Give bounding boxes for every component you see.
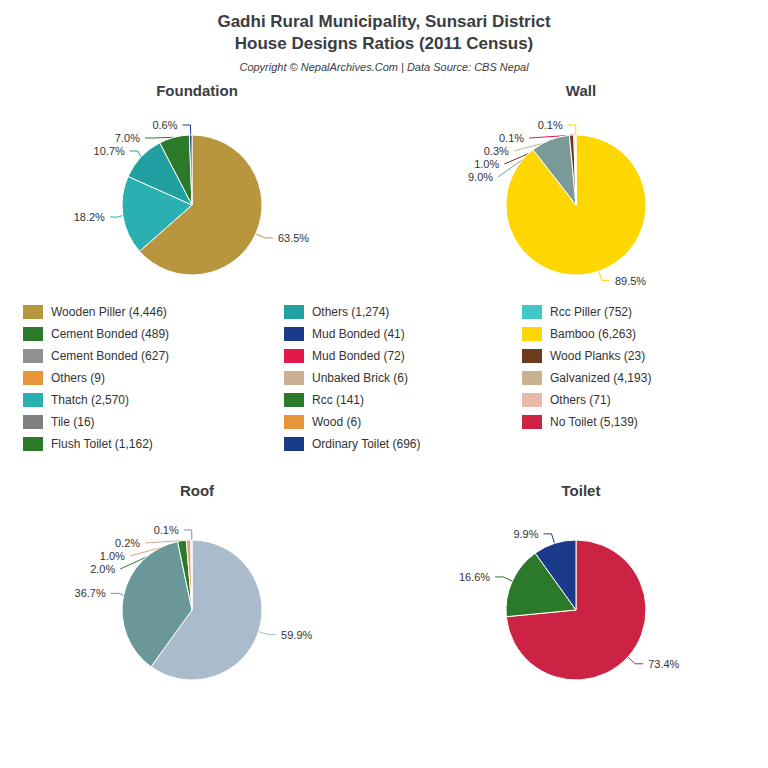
svg-text:Mud Bonded (72): Mud Bonded (72): [312, 349, 405, 363]
svg-text:1.0%: 1.0%: [100, 550, 125, 562]
svg-text:0.1%: 0.1%: [499, 132, 524, 144]
svg-text:Others (1,274): Others (1,274): [312, 305, 389, 319]
svg-text:1.0%: 1.0%: [474, 158, 499, 170]
svg-text:63.5%: 63.5%: [278, 232, 309, 244]
svg-text:0.2%: 0.2%: [115, 537, 140, 549]
svg-text:59.9%: 59.9%: [281, 629, 312, 641]
svg-text:Flush Toilet (1,162): Flush Toilet (1,162): [51, 437, 153, 451]
svg-text:2.0%: 2.0%: [90, 563, 115, 575]
svg-text:Copyright © NepalArchives.Com: Copyright © NepalArchives.Com | Data Sou…: [239, 61, 529, 73]
svg-text:Mud Bonded (41): Mud Bonded (41): [312, 327, 405, 341]
svg-text:10.7%: 10.7%: [94, 145, 125, 157]
svg-text:Cement Bonded (489): Cement Bonded (489): [51, 327, 169, 341]
svg-text:Bamboo (6,263): Bamboo (6,263): [550, 327, 636, 341]
svg-text:Toilet: Toilet: [562, 482, 601, 499]
svg-text:Thatch (2,570): Thatch (2,570): [51, 393, 129, 407]
svg-text:Foundation: Foundation: [156, 82, 238, 99]
svg-text:18.2%: 18.2%: [74, 211, 105, 223]
svg-text:0.1%: 0.1%: [154, 524, 179, 536]
svg-text:Galvanized (4,193): Galvanized (4,193): [550, 371, 651, 385]
svg-text:Others (71): Others (71): [550, 393, 611, 407]
svg-text:16.6%: 16.6%: [459, 571, 490, 583]
svg-text:Ordinary Toilet (696): Ordinary Toilet (696): [312, 437, 421, 451]
svg-text:0.1%: 0.1%: [538, 119, 563, 131]
svg-text:Others (9): Others (9): [51, 371, 105, 385]
svg-text:0.3%: 0.3%: [484, 145, 509, 157]
svg-text:Wood (6): Wood (6): [312, 415, 361, 429]
svg-text:Wood Planks (23): Wood Planks (23): [550, 349, 645, 363]
svg-text:Rcc (141): Rcc (141): [312, 393, 364, 407]
svg-text:36.7%: 36.7%: [75, 587, 106, 599]
svg-text:73.4%: 73.4%: [648, 658, 679, 670]
svg-text:Roof: Roof: [180, 482, 215, 499]
svg-text:Tile (16): Tile (16): [51, 415, 95, 429]
svg-text:Cement Bonded (627): Cement Bonded (627): [51, 349, 169, 363]
svg-text:Gadhi Rural Municipality, Suns: Gadhi Rural Municipality, Sunsari Distri…: [217, 12, 550, 31]
svg-text:9.0%: 9.0%: [468, 171, 493, 183]
svg-text:89.5%: 89.5%: [615, 275, 646, 287]
svg-text:Wall: Wall: [566, 82, 596, 99]
svg-text:7.0%: 7.0%: [115, 132, 140, 144]
svg-text:Unbaked Brick (6): Unbaked Brick (6): [312, 371, 408, 385]
svg-text:Rcc Piller (752): Rcc Piller (752): [550, 305, 632, 319]
svg-text:9.9%: 9.9%: [513, 528, 538, 540]
svg-text:No Toilet (5,139): No Toilet (5,139): [550, 415, 638, 429]
svg-text:House Designs Ratios (2011 Cen: House Designs Ratios (2011 Census): [235, 34, 534, 53]
svg-text:Wooden Piller (4,446): Wooden Piller (4,446): [51, 305, 167, 319]
svg-text:0.6%: 0.6%: [152, 119, 177, 131]
